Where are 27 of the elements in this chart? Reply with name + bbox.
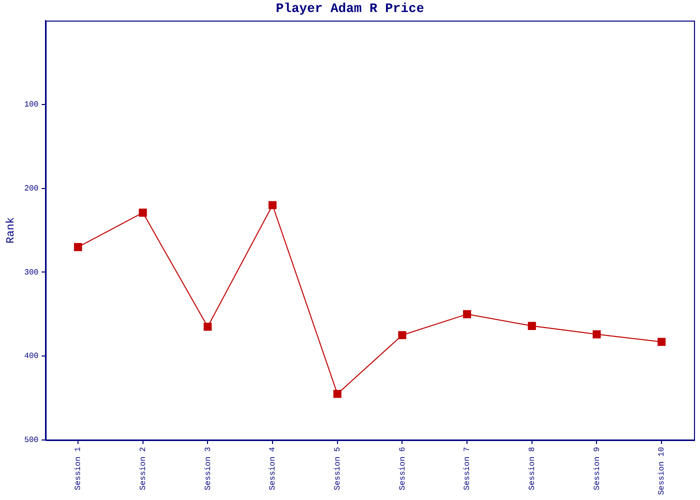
x-tick-label: Session 8 [528,446,538,490]
point [268,201,277,210]
point [528,322,536,330]
x-tick-label: Session 9 [592,446,602,490]
point [592,330,601,338]
x-tick-label: Session 6 [398,446,408,490]
point [74,243,82,252]
x-tick-label: Session 1 [74,446,84,490]
x-tick-label: Session 10 [658,446,667,496]
point [398,331,406,340]
y-tick-label: 100 [24,100,39,110]
point [138,208,147,217]
x-tick-label: Session 2 [138,446,148,490]
x-tick-label: Session 5 [334,446,343,490]
y-tick-label: 500 [24,436,39,446]
point [204,322,212,331]
x-tick-label: Session 3 [204,446,213,490]
y-tick-label: 200 [24,184,39,194]
point [333,390,342,398]
point [463,310,472,318]
x-tick-label: Session 4 [268,446,278,490]
point [658,338,666,346]
y-axis-title: Rank [6,216,18,244]
x-tick-label: Session 7 [463,446,472,490]
y-tick-label: 300 [24,268,39,278]
chart-title: Player Adam R Price [276,1,424,16]
y-tick-label: 400 [24,352,39,362]
